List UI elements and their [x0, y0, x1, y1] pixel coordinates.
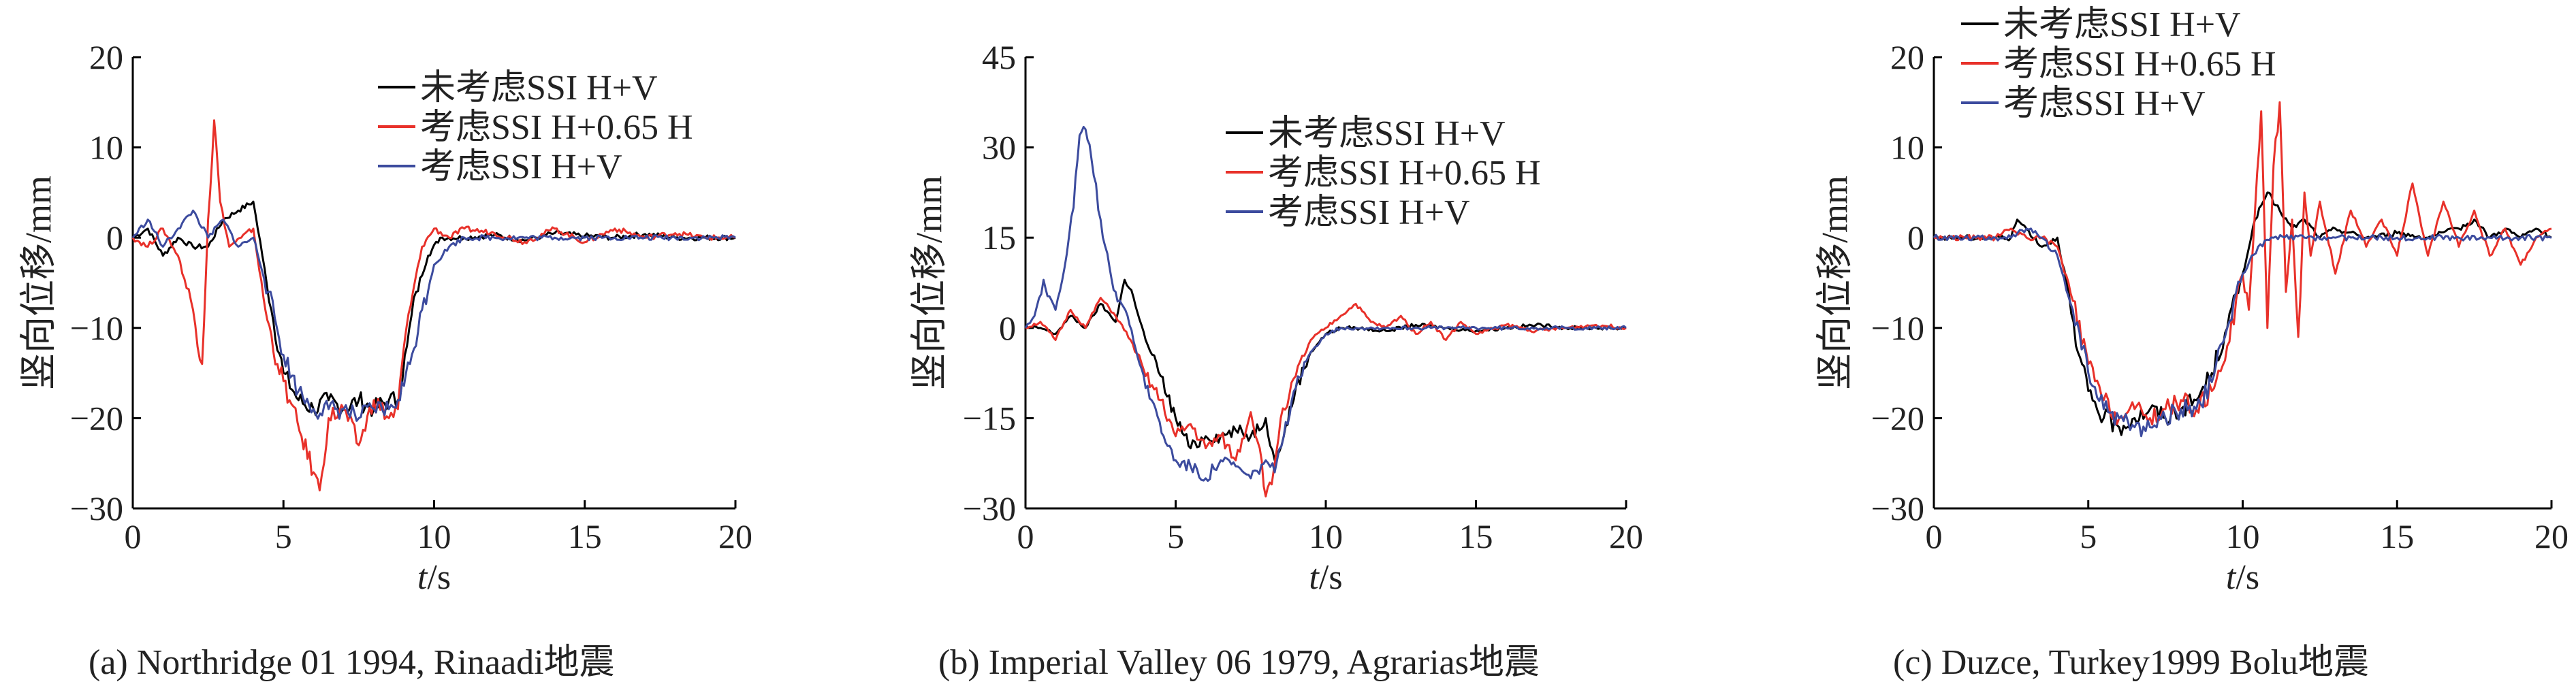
legend-label: 未考虑SSI H+V: [420, 69, 658, 108]
plot-area: [1933, 101, 2552, 438]
x-tick-label: 5: [2080, 517, 2097, 555]
y-tick-label: −30: [1871, 489, 1924, 527]
x-tick-label: 10: [1309, 517, 1343, 555]
legend-label: 考虑SSI H+V: [2003, 84, 2206, 123]
x-axis-label-unit: /s: [427, 558, 451, 597]
plot-area: [1024, 125, 1627, 498]
x-tick-label: 0: [1017, 517, 1034, 555]
legend-label: 未考虑SSI H+V: [1268, 114, 1506, 153]
y-axis-label: 竖向位移/mm: [1814, 176, 1855, 390]
legend-label: 未考虑SSI H+V: [2003, 5, 2241, 44]
x-tick-label: 20: [1609, 517, 1643, 555]
y-tick-label: −30: [70, 489, 123, 527]
legend-label: 考虑SSI H+V: [1268, 193, 1470, 232]
plot-area: [131, 119, 736, 491]
x-tick-label: 15: [1459, 517, 1493, 555]
y-axis-label: 竖向位移/mm: [18, 176, 59, 390]
caption-b: (b) Imperial Valley 06 1979, Agrarias地震: [938, 643, 1540, 682]
y-tick-label: 15: [982, 218, 1016, 257]
y-axis-label: 竖向位移/mm: [908, 176, 949, 390]
x-tick-label: 15: [2380, 517, 2414, 555]
series-line-2: [131, 119, 736, 491]
x-axis-label-unit: /s: [2236, 558, 2259, 597]
y-tick-label: −30: [963, 489, 1016, 527]
y-tick-label: 45: [982, 38, 1016, 76]
y-tick-label: 0: [999, 309, 1016, 347]
legend-label: 考虑SSI H+V: [420, 148, 622, 186]
x-tick-label: 20: [2534, 517, 2569, 555]
x-tick-label: 0: [1926, 517, 1943, 555]
legend-label: 考虑SSI H+0.65 H: [420, 108, 693, 147]
y-tick-label: 30: [982, 129, 1016, 167]
y-tick-label: 20: [1890, 38, 1924, 76]
x-tick-label: 10: [2226, 517, 2260, 555]
x-axis-label-var: t: [1309, 558, 1320, 597]
series-line-2: [1933, 101, 2552, 426]
chart-panel-a: 0 5 10 15 20 20 10 0 −10 −20 −30 t/s 竖向位移/mm 未考虑SSI H…: [18, 38, 752, 597]
series-line-3: [131, 209, 736, 422]
series-line-1: [1933, 191, 2552, 436]
y-tick-label: 20: [89, 38, 123, 76]
chart-panel-b: 0 5 10 15 20 45 30 15 0 −15 −30 t/s 竖向位移/mm 未考虑SSI H+…: [908, 38, 1643, 597]
x-axis-label-unit: /s: [1319, 558, 1343, 597]
y-tick-label: −15: [963, 399, 1016, 437]
x-axis-label-var: t: [417, 558, 428, 597]
x-tick-label: 10: [417, 517, 451, 555]
x-tick-label: 15: [568, 517, 602, 555]
chart-panel-c: 0 5 10 15 20 20 10 0 −10 −20 −30 t/s 竖向位移/mm 未考虑SSI H…: [1814, 5, 2569, 597]
y-tick-label: 0: [106, 218, 123, 257]
x-tick-label: 0: [125, 517, 142, 555]
y-tick-label: −20: [70, 399, 123, 437]
legend-label: 考虑SSI H+0.65 H: [2003, 45, 2276, 84]
series-line-1: [1025, 278, 1627, 461]
x-axis-label-var: t: [2226, 558, 2237, 597]
y-tick-label: −10: [1871, 309, 1924, 347]
caption-a: (a) Northridge 01 1994, Rinaadi地震: [89, 643, 615, 682]
x-tick-label: 20: [718, 517, 752, 555]
y-tick-label: −20: [1871, 399, 1924, 437]
x-tick-label: 5: [275, 517, 292, 555]
series-line-3: [1933, 227, 2552, 438]
x-axis-label: t/s: [417, 558, 451, 597]
x-tick-label: 5: [1167, 517, 1184, 555]
legend-label: 考虑SSI H+0.65 H: [1268, 154, 1541, 193]
y-tick-label: −10: [70, 309, 123, 347]
y-tick-label: 10: [1890, 129, 1924, 167]
series-line-3: [1024, 125, 1627, 482]
caption-c: (c) Duzce, Turkey1999 Bolu地震: [1893, 643, 2370, 682]
series-line-1: [132, 200, 736, 417]
y-tick-label: 10: [89, 129, 123, 167]
x-axis-label: t/s: [2226, 558, 2259, 597]
y-tick-label: 0: [1907, 218, 1924, 257]
x-axis-label: t/s: [1309, 558, 1342, 597]
